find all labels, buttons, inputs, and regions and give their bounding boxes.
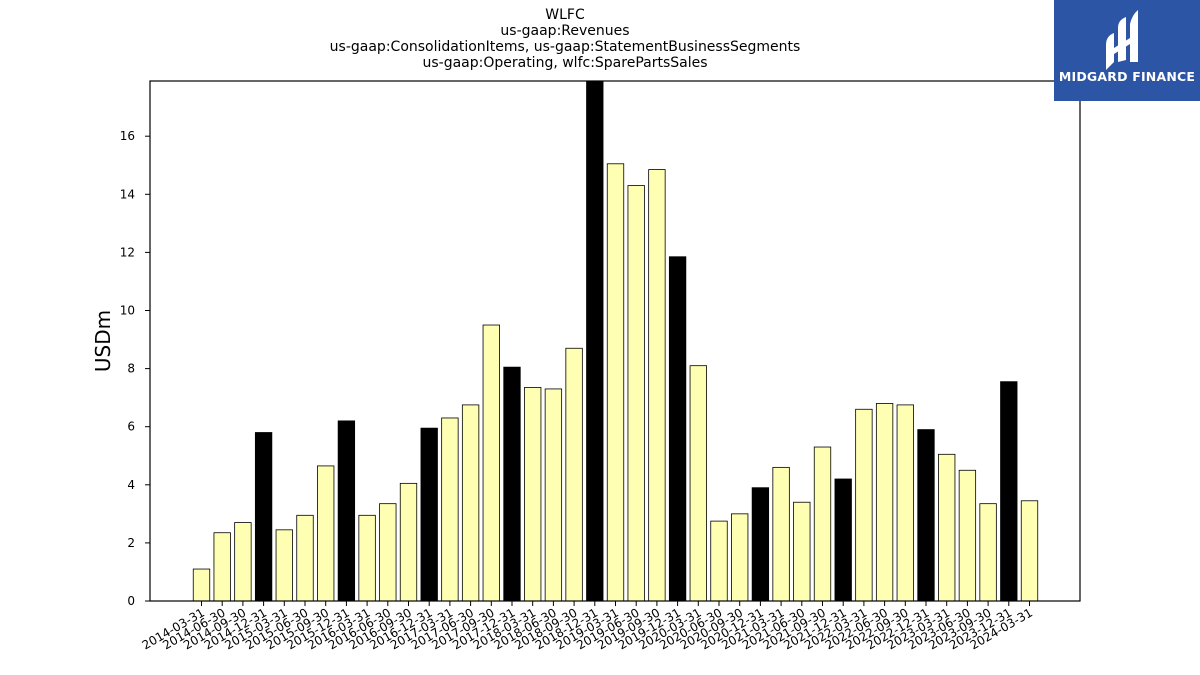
chart-title: WLFC us-gaap:Revenues us-gaap:Consolidat… bbox=[0, 7, 1130, 71]
bar-2014-09-30 bbox=[234, 522, 252, 602]
bar-2015-06-30 bbox=[296, 514, 314, 602]
bar-2022-06-30 bbox=[875, 403, 894, 602]
bar-2020-03-31 bbox=[689, 365, 707, 602]
bar-2019-03-31 bbox=[606, 163, 625, 602]
bar-2023-12-31 bbox=[1000, 381, 1018, 602]
y-tick-label-8: 8 bbox=[127, 362, 135, 376]
bar-2020-06-30 bbox=[710, 520, 728, 602]
bar-2014-12-31 bbox=[254, 432, 273, 602]
bar-2014-06-30 bbox=[213, 532, 231, 602]
bar-2016-12-31 bbox=[420, 427, 438, 602]
y-tick-label-16: 16 bbox=[120, 129, 135, 143]
y-tick-label-4: 4 bbox=[127, 478, 135, 492]
bar-2016-06-30 bbox=[379, 503, 397, 602]
bar-2021-12-31 bbox=[834, 478, 852, 602]
bar-2023-03-31 bbox=[938, 453, 956, 602]
brand-logo: MIDGARD FINANCE bbox=[1054, 0, 1200, 101]
bar-2019-09-30 bbox=[648, 169, 666, 602]
bar-2020-12-31 bbox=[751, 487, 770, 602]
bar-2015-03-31 bbox=[275, 529, 293, 602]
bar-2016-09-30 bbox=[399, 482, 418, 602]
bar-2017-06-30 bbox=[461, 404, 480, 602]
bar-2023-09-30 bbox=[979, 503, 997, 602]
bar-2022-03-31 bbox=[855, 408, 873, 602]
y-tick-label-10: 10 bbox=[120, 303, 135, 317]
y-tick-label-2: 2 bbox=[127, 536, 135, 550]
chart-title-line-2: us-gaap:Revenues bbox=[500, 23, 630, 39]
y-tick-label-14: 14 bbox=[120, 187, 135, 201]
y-tick-label-6: 6 bbox=[127, 420, 135, 434]
bar-2020-09-30 bbox=[731, 513, 749, 602]
y-axis-label: USDm bbox=[91, 310, 115, 372]
bar-2016-03-31 bbox=[358, 514, 376, 602]
bar-2022-12-31 bbox=[917, 429, 935, 602]
bar-2019-12-31 bbox=[668, 256, 687, 602]
y-tick-label-0: 0 bbox=[127, 594, 135, 608]
bar-2017-09-30 bbox=[482, 324, 500, 602]
bar-2022-09-30 bbox=[896, 404, 914, 602]
bar-2021-06-30 bbox=[793, 501, 811, 602]
bar-2017-12-31 bbox=[503, 366, 521, 602]
x-axis: 2014-03-312014-06-302014-09-302014-12-31… bbox=[140, 601, 1035, 652]
y-axis: 0 2 4 6 8 10 12 14 16 bbox=[120, 129, 150, 608]
bar-2015-09-30 bbox=[317, 465, 335, 602]
bar-2019-06-30 bbox=[627, 185, 645, 602]
bar-2018-12-31 bbox=[586, 80, 604, 602]
bar-2018-09-30 bbox=[565, 347, 583, 602]
chart-title-line-4: us-gaap:Operating, wlfc:SparePartsSales bbox=[422, 55, 708, 71]
bar-2017-03-31 bbox=[441, 417, 459, 602]
chart-title-line-3: us-gaap:ConsolidationItems, us-gaap:Stat… bbox=[329, 39, 801, 55]
bar-2023-06-30 bbox=[958, 469, 977, 602]
bar-2021-03-31 bbox=[772, 466, 790, 602]
bar-2014-03-31 bbox=[192, 568, 211, 602]
bar-2018-06-30 bbox=[544, 388, 563, 602]
chart-title-line-1: WLFC bbox=[545, 7, 585, 23]
bar-2024-03-31 bbox=[1020, 500, 1039, 602]
y-tick-label-12: 12 bbox=[120, 245, 135, 259]
bars-group bbox=[192, 80, 1039, 602]
midgard-logo-icon bbox=[1106, 10, 1138, 70]
bar-2021-09-30 bbox=[813, 446, 832, 602]
brand-name: MIDGARD FINANCE bbox=[1058, 69, 1196, 84]
bar-2018-03-31 bbox=[524, 387, 542, 602]
bar-2015-12-31 bbox=[337, 420, 356, 602]
